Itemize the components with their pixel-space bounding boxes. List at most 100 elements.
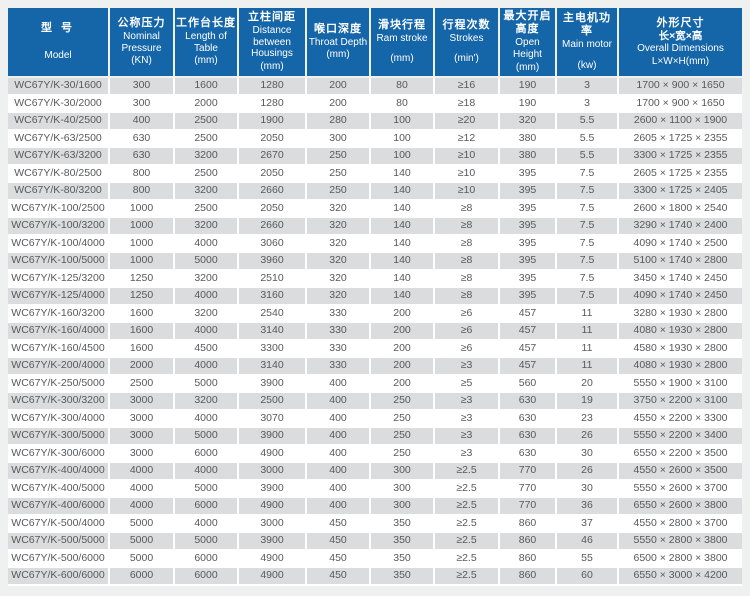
cell-main-motor: 7.5 bbox=[557, 165, 617, 181]
cell-housing-distance: 4900 bbox=[239, 568, 305, 584]
cell-main-motor: 46 bbox=[557, 533, 617, 549]
table-row: WC67Y/K-100/4000 1000 4000 3060 320 140 ≥8 395 7… bbox=[8, 235, 742, 253]
header-zh-label: 滑块行程 bbox=[378, 18, 426, 31]
header-zh-label: 公称压力 bbox=[117, 16, 166, 29]
cell-housing-distance: 3140 bbox=[239, 358, 305, 374]
cell-table-length: 5000 bbox=[175, 533, 237, 549]
table-row: WC67Y/K-40/2500 400 2500 1900 280 100 ≥20 320 5.… bbox=[8, 113, 742, 131]
cell-open-height: 395 bbox=[500, 288, 555, 304]
cell-open-height: 395 bbox=[500, 218, 555, 234]
cell-strokes: ≥3 bbox=[435, 410, 498, 426]
cell-housing-distance: 3900 bbox=[239, 375, 305, 391]
header-unit-label: L×W×H(mm) bbox=[651, 55, 710, 67]
cell-dimensions: 2600 × 1100 × 1900 bbox=[619, 113, 742, 129]
table-row: WC67Y/K-300/4000 3000 4000 3070 400 250 ≥3 630 2… bbox=[8, 410, 742, 428]
cell-throat-depth: 330 bbox=[307, 358, 369, 374]
header-zh-label: 最大开启高度 bbox=[503, 10, 552, 36]
cell-strokes: ≥6 bbox=[435, 340, 498, 356]
cell-open-height: 770 bbox=[500, 498, 555, 514]
cell-throat-depth: 400 bbox=[307, 393, 369, 409]
cell-main-motor: 26 bbox=[557, 428, 617, 444]
cell-nominal-pressure: 3000 bbox=[110, 428, 173, 444]
header-zh-label: 喉口深度 bbox=[314, 22, 362, 35]
cell-nominal-pressure: 630 bbox=[110, 130, 173, 146]
cell-throat-depth: 320 bbox=[307, 218, 369, 234]
header-cell-model: 型 号 Model bbox=[8, 8, 108, 76]
header-en-label: Throat Depth bbox=[308, 36, 368, 48]
cell-dimensions: 6550 × 2600 × 3800 bbox=[619, 498, 742, 514]
cell-strokes: ≥2.5 bbox=[435, 550, 498, 566]
cell-table-length: 3200 bbox=[175, 183, 237, 199]
cell-open-height: 770 bbox=[500, 463, 555, 479]
cell-open-height: 630 bbox=[500, 428, 555, 444]
table-row: WC67Y/K-600/6000 6000 6000 4900 450 350 ≥2.5 86… bbox=[8, 568, 742, 586]
cell-housing-distance: 2670 bbox=[239, 148, 305, 164]
cell-table-length: 2500 bbox=[175, 200, 237, 216]
cell-table-length: 1600 bbox=[175, 78, 237, 94]
cell-model: WC67Y/K-125/3200 bbox=[8, 270, 108, 286]
cell-throat-depth: 300 bbox=[307, 130, 369, 146]
cell-open-height: 457 bbox=[500, 305, 555, 321]
header-en-label: Strokes bbox=[449, 32, 484, 44]
cell-open-height: 560 bbox=[500, 375, 555, 391]
cell-housing-distance: 2510 bbox=[239, 270, 305, 286]
cell-dimensions: 4080 × 1930 × 2800 bbox=[619, 323, 742, 339]
cell-table-length: 6000 bbox=[175, 498, 237, 514]
header-unit-label: (kw) bbox=[577, 59, 597, 71]
cell-nominal-pressure: 400 bbox=[110, 113, 173, 129]
cell-table-length: 4000 bbox=[175, 515, 237, 531]
cell-open-height: 860 bbox=[500, 568, 555, 584]
header-cell-throat-depth: 喉口深度 Throat Depth (mm) bbox=[307, 8, 369, 76]
cell-model: WC67Y/K-125/4000 bbox=[8, 288, 108, 304]
cell-table-length: 5000 bbox=[175, 253, 237, 269]
cell-ram-stroke: 100 bbox=[371, 130, 433, 146]
cell-strokes: ≥2.5 bbox=[435, 533, 498, 549]
cell-strokes: ≥3 bbox=[435, 428, 498, 444]
cell-throat-depth: 320 bbox=[307, 288, 369, 304]
cell-main-motor: 30 bbox=[557, 445, 617, 461]
cell-nominal-pressure: 1000 bbox=[110, 235, 173, 251]
cell-throat-depth: 320 bbox=[307, 200, 369, 216]
cell-ram-stroke: 140 bbox=[371, 200, 433, 216]
cell-table-length: 4000 bbox=[175, 410, 237, 426]
cell-strokes: ≥2.5 bbox=[435, 568, 498, 584]
header-cell-nominal-pressure: 公称压力 Nominal Pressure (KN) bbox=[110, 8, 173, 76]
cell-throat-depth: 450 bbox=[307, 568, 369, 584]
cell-strokes: ≥8 bbox=[435, 288, 498, 304]
cell-housing-distance: 1280 bbox=[239, 95, 305, 111]
cell-table-length: 5000 bbox=[175, 428, 237, 444]
cell-strokes: ≥20 bbox=[435, 113, 498, 129]
cell-open-height: 630 bbox=[500, 445, 555, 461]
cell-strokes: ≥2.5 bbox=[435, 498, 498, 514]
cell-nominal-pressure: 4000 bbox=[110, 480, 173, 496]
cell-table-length: 5000 bbox=[175, 375, 237, 391]
cell-throat-depth: 450 bbox=[307, 550, 369, 566]
cell-nominal-pressure: 300 bbox=[110, 78, 173, 94]
cell-ram-stroke: 140 bbox=[371, 288, 433, 304]
cell-strokes: ≥6 bbox=[435, 305, 498, 321]
cell-housing-distance: 3300 bbox=[239, 340, 305, 356]
cell-housing-distance: 3900 bbox=[239, 533, 305, 549]
cell-main-motor: 60 bbox=[557, 568, 617, 584]
table-row: WC67Y/K-80/2500 800 2500 2050 250 140 ≥10 395 7.… bbox=[8, 165, 742, 183]
header-en-label: Main motor bbox=[561, 39, 612, 51]
cell-main-motor: 5.5 bbox=[557, 130, 617, 146]
cell-throat-depth: 330 bbox=[307, 340, 369, 356]
cell-table-length: 4000 bbox=[175, 358, 237, 374]
cell-nominal-pressure: 1000 bbox=[110, 253, 173, 269]
cell-nominal-pressure: 300 bbox=[110, 95, 173, 111]
cell-model: WC67Y/K-400/4000 bbox=[8, 463, 108, 479]
cell-housing-distance: 3900 bbox=[239, 480, 305, 496]
header-cell-main-motor: 主电机功率 Main motor (kw) bbox=[557, 8, 617, 76]
header-cell-ram-stroke: 滑块行程 Ram stroke (mm) bbox=[371, 8, 433, 76]
cell-nominal-pressure: 2000 bbox=[110, 358, 173, 374]
cell-main-motor: 5.5 bbox=[557, 113, 617, 129]
cell-housing-distance: 3900 bbox=[239, 428, 305, 444]
header-unit-label: (KN) bbox=[131, 55, 152, 67]
table-row: WC67Y/K-300/5000 3000 5000 3900 400 250 ≥3 630 2… bbox=[8, 428, 742, 446]
cell-ram-stroke: 140 bbox=[371, 270, 433, 286]
cell-table-length: 4000 bbox=[175, 463, 237, 479]
cell-strokes: ≥8 bbox=[435, 218, 498, 234]
header-unit-label: (mm) bbox=[260, 61, 284, 73]
cell-ram-stroke: 300 bbox=[371, 463, 433, 479]
